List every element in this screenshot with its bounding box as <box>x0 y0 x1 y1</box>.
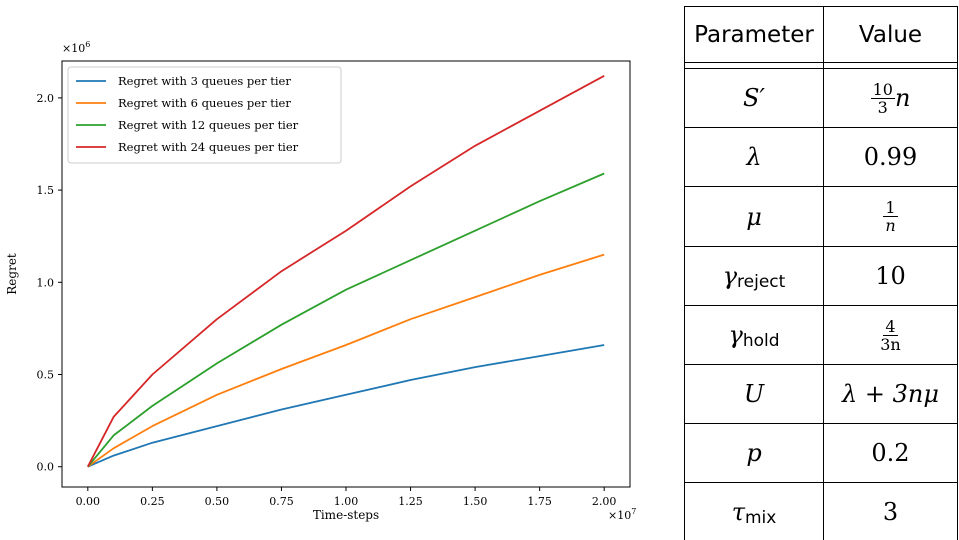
param-tau-mix: τ mix <box>685 483 823 540</box>
param-symbol: γ <box>722 262 738 290</box>
row-divider <box>684 305 958 306</box>
x-tick-label: 2.00 <box>592 495 617 508</box>
table-border-right <box>957 6 958 540</box>
x-tick-label: 0.50 <box>205 495 230 508</box>
param-mu: μ <box>685 187 823 246</box>
param-symbol: λ <box>746 143 762 171</box>
row-divider <box>684 246 958 247</box>
series-line-4 <box>87 75 605 468</box>
fraction-numerator: 1 <box>883 198 898 217</box>
legend-label-3: Regret with 12 queues per tier <box>118 118 299 132</box>
param-symbol: U <box>743 380 765 408</box>
header-parameter: Parameter <box>694 21 814 48</box>
fraction-numerator: 10 <box>870 79 895 99</box>
fraction-numerator: 4 <box>883 316 898 336</box>
x-tick-label: 0.25 <box>140 495 165 508</box>
header-value: Value <box>858 21 923 48</box>
value-tau-mix: 3 <box>882 497 899 526</box>
value-u: λ + 3nμ <box>842 380 939 408</box>
y-axis-title: Regret <box>5 253 19 295</box>
chart-canvas: 0.00 0.25 0.50 0.75 1.00 1.25 1.50 1.75 2.00 0.0 0… <box>5 40 636 522</box>
regret-line-chart: 0.00 0.25 0.50 0.75 1.00 1.25 1.50 1.75 2.00 0.0 0… <box>5 40 636 522</box>
x-axis-title: Time-steps <box>313 508 379 522</box>
param-symbol: τ <box>731 497 745 526</box>
x-tick-label: 1.25 <box>398 495 423 508</box>
param-symbol: p <box>746 439 762 467</box>
row-divider <box>684 423 958 424</box>
param-subscript: hold <box>742 331 780 351</box>
y-tick-label: 1.5 <box>37 184 55 197</box>
row-divider <box>684 186 958 187</box>
value-p: 0.2 <box>871 439 910 467</box>
parameter-table: Parameter Value S′ 10 3 n λ 0.99 μ 1 n γ… <box>684 6 958 540</box>
param-symbol: γ <box>728 321 743 349</box>
series-line-3 <box>87 172 605 468</box>
param-lambda: λ <box>685 128 823 186</box>
fraction: 4 3n <box>878 318 902 353</box>
table-border-left <box>684 6 685 540</box>
y-axis-multiplier: ×106 <box>62 40 90 55</box>
legend-box <box>67 66 342 164</box>
x-tick-label: 0.00 <box>76 495 101 508</box>
row-divider <box>684 127 958 128</box>
param-subscript: reject <box>737 272 786 292</box>
y-tick-label: 0.5 <box>37 369 55 382</box>
param-gamma-reject: γ reject <box>685 247 823 305</box>
header-rule-2 <box>684 68 958 69</box>
x-axis-multiplier-exponent: 7 <box>631 507 636 516</box>
value-gamma-reject: 10 <box>875 262 906 290</box>
x-tick-label: 1.50 <box>463 495 488 508</box>
fraction-denominator: 3 <box>877 97 888 117</box>
header-rule-1 <box>684 62 958 63</box>
x-axis-multiplier: ×107 <box>608 507 636 522</box>
row-divider <box>684 364 958 365</box>
y-axis-multiplier-exponent: 6 <box>85 40 90 49</box>
param-gamma-hold: γ hold <box>685 306 823 364</box>
param-subscript: mix <box>744 507 777 528</box>
fraction: 10 3 <box>870 79 895 117</box>
fraction: 1 n <box>883 198 898 235</box>
x-tick-label: 0.75 <box>269 495 294 508</box>
param-u: U <box>685 365 823 423</box>
fraction-denominator: 3n <box>880 334 901 354</box>
legend-label-4: Regret with 24 queues per tier <box>118 140 299 154</box>
series-line-1 <box>87 344 605 468</box>
row-divider <box>684 482 958 483</box>
param-p: p <box>685 424 823 482</box>
series-line-2 <box>87 253 605 468</box>
y-tick-label: 1.0 <box>37 276 55 289</box>
y-tick-label: 2.0 <box>37 92 55 105</box>
legend-label-1: Regret with 3 queues per tier <box>118 74 291 88</box>
param-symbol: μ <box>746 202 762 231</box>
x-tick-label: 1.75 <box>527 495 552 508</box>
legend-label-2: Regret with 6 queues per tier <box>118 96 291 110</box>
param-s-prime: S′ <box>685 69 823 127</box>
table-column-divider <box>823 6 824 540</box>
value-gamma-hold: 4 3n <box>824 306 957 364</box>
value-s-prime: 10 3 n <box>824 69 957 127</box>
value-mu: 1 n <box>824 187 957 246</box>
fraction-denominator: n <box>885 216 896 235</box>
table-border-top <box>684 6 958 7</box>
x-tick-label: 1.00 <box>334 495 359 508</box>
value-suffix: n <box>894 84 911 112</box>
y-tick-label: 0.0 <box>37 461 55 474</box>
param-symbol: S′ <box>743 84 765 112</box>
value-lambda: 0.99 <box>863 143 918 171</box>
